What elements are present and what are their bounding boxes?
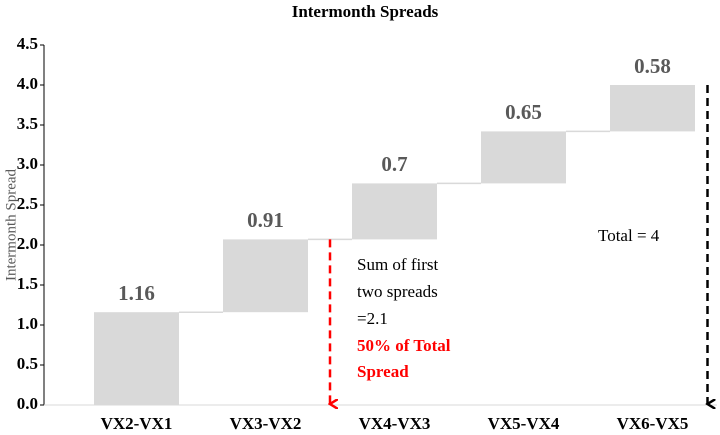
y-tick-label: 4.0 [17,74,38,93]
bar [610,85,695,132]
value-label: 0.91 [247,208,284,232]
bar [94,312,179,405]
bar [481,131,566,184]
chart-title: Intermonth Spreads [292,2,439,21]
annotation: Sum of first [357,255,439,274]
y-tick-label: 2.5 [17,194,38,213]
y-tick-label: 1.0 [17,314,38,333]
value-label: 0.65 [505,100,542,124]
annotation: 50% of Total [357,336,451,355]
x-tick-label: VX2-VX1 [101,414,173,433]
bar [352,183,437,240]
y-tick-label: 2.0 [17,234,38,253]
annotation: =2.1 [357,309,388,328]
y-axis-label: Intermonth Spread [3,168,19,281]
y-tick-label: 3.5 [17,114,38,133]
x-tick-label: VX4-VX3 [359,414,431,433]
value-label: 0.7 [381,152,407,176]
annotation: two spreads [357,282,438,301]
x-tick-label: VX5-VX4 [488,414,560,433]
y-tick-label: 0.0 [17,394,38,413]
value-label: 0.58 [634,54,671,78]
bar [223,239,308,313]
x-tick-label: VX3-VX2 [230,414,302,433]
annotation: Total = 4 [598,226,660,245]
y-tick-label: 0.5 [17,354,38,373]
y-tick-label: 3.0 [17,154,38,173]
y-tick-label: 4.5 [17,34,38,53]
value-label: 1.16 [118,281,155,305]
annotation: Spread [357,362,409,381]
y-tick-label: 1.5 [17,274,38,293]
x-tick-label: VX6-VX5 [617,414,689,433]
